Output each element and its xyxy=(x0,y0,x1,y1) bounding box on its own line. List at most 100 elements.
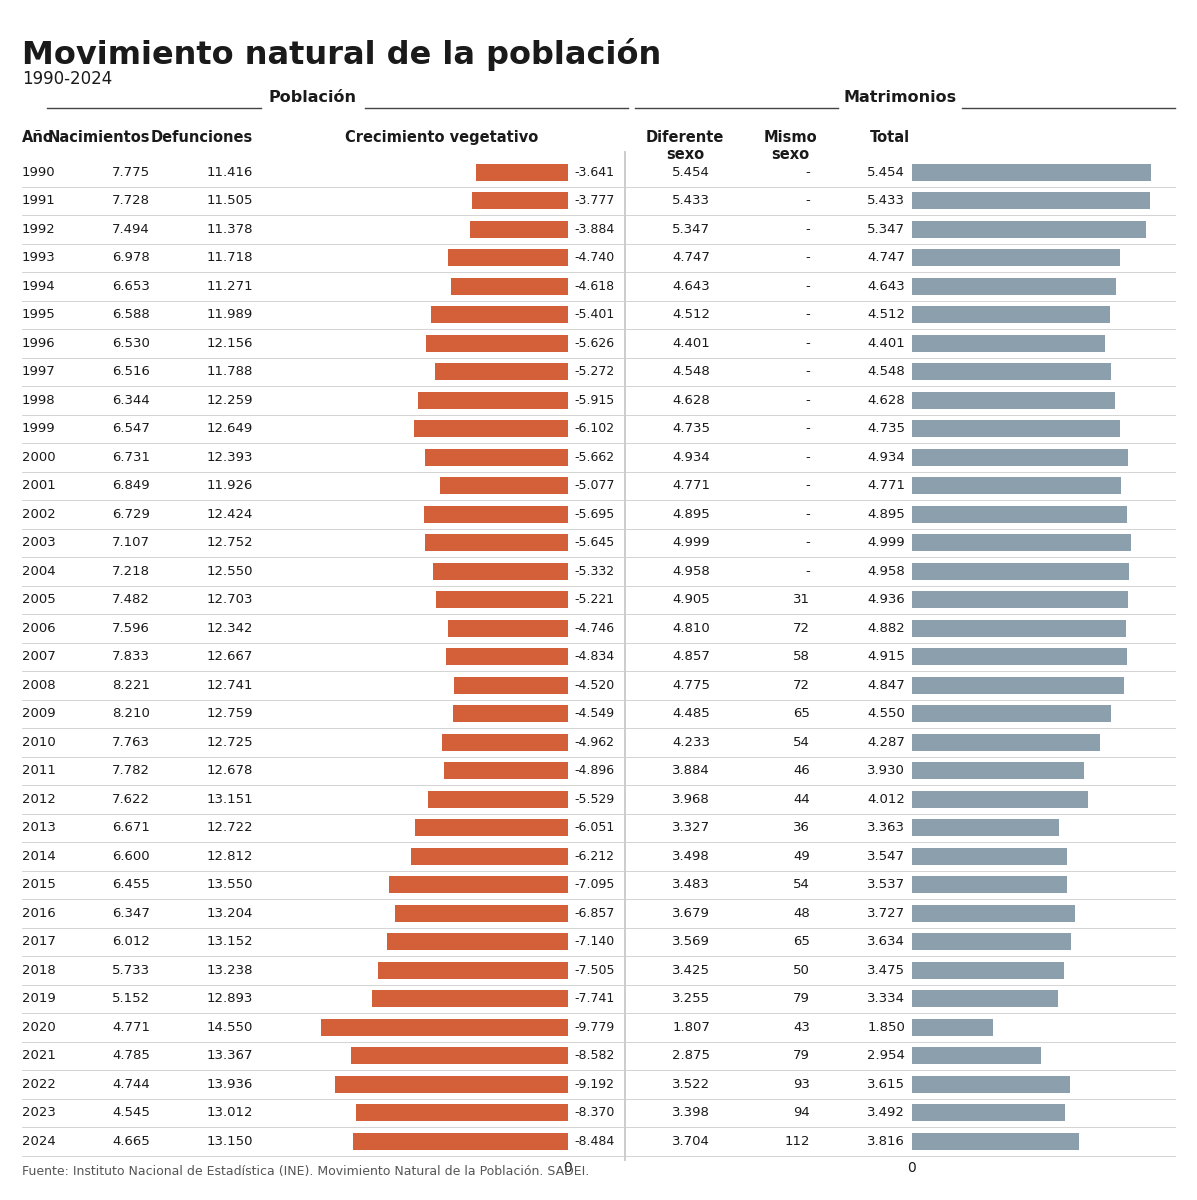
Text: 13.367: 13.367 xyxy=(207,1049,253,1062)
Text: 4.905: 4.905 xyxy=(673,593,710,606)
Text: 12.667: 12.667 xyxy=(207,650,253,664)
Text: 54: 54 xyxy=(794,878,810,892)
Text: -4.896: -4.896 xyxy=(575,764,614,778)
Text: 1993: 1993 xyxy=(22,251,56,264)
Text: -7.741: -7.741 xyxy=(575,992,614,1006)
Text: -5.332: -5.332 xyxy=(575,565,614,577)
Text: 1.850: 1.850 xyxy=(867,1021,905,1033)
Text: 13.204: 13.204 xyxy=(207,907,253,919)
Text: 4.895: 4.895 xyxy=(868,508,905,521)
Bar xyxy=(351,1048,569,1064)
Text: 5.733: 5.733 xyxy=(111,964,150,977)
Text: 12.393: 12.393 xyxy=(207,451,253,463)
Text: 11.505: 11.505 xyxy=(207,194,253,208)
Text: -4.549: -4.549 xyxy=(575,707,614,720)
Text: 43: 43 xyxy=(794,1021,810,1033)
Text: 4.810: 4.810 xyxy=(673,622,710,635)
Text: 2004: 2004 xyxy=(22,565,55,577)
Text: 65: 65 xyxy=(794,707,810,720)
Text: -4.520: -4.520 xyxy=(575,679,614,691)
Bar xyxy=(912,420,1119,437)
Bar xyxy=(454,677,569,694)
Text: -3.777: -3.777 xyxy=(575,194,614,208)
Text: 12.759: 12.759 xyxy=(207,707,253,720)
Text: 2.954: 2.954 xyxy=(867,1049,905,1062)
Text: 65: 65 xyxy=(794,935,810,948)
Bar xyxy=(372,990,569,1007)
Text: 13.550: 13.550 xyxy=(207,878,253,892)
Text: 12.678: 12.678 xyxy=(207,764,253,778)
Bar xyxy=(912,962,1064,978)
Bar xyxy=(473,192,569,209)
Text: 12.649: 12.649 xyxy=(207,422,253,436)
Text: 11.718: 11.718 xyxy=(207,251,253,264)
Text: -: - xyxy=(806,223,810,235)
Bar xyxy=(433,563,569,580)
Text: 3.816: 3.816 xyxy=(867,1135,905,1147)
Text: 2023: 2023 xyxy=(22,1106,56,1120)
Text: 4.785: 4.785 xyxy=(113,1049,150,1062)
Text: 1991: 1991 xyxy=(22,194,56,208)
Bar xyxy=(912,620,1126,636)
Text: -: - xyxy=(806,536,810,550)
Text: 12.893: 12.893 xyxy=(207,992,253,1006)
Text: 3.492: 3.492 xyxy=(867,1106,905,1120)
Text: -5.626: -5.626 xyxy=(575,337,614,349)
Text: 2015: 2015 xyxy=(22,878,56,892)
Bar xyxy=(424,506,569,522)
Text: 6.530: 6.530 xyxy=(113,337,150,349)
Text: 4.628: 4.628 xyxy=(868,394,905,407)
Text: 4.401: 4.401 xyxy=(673,337,710,349)
Text: 12.259: 12.259 xyxy=(207,394,253,407)
Text: -: - xyxy=(806,194,810,208)
Text: 13.152: 13.152 xyxy=(206,935,253,948)
Text: -9.779: -9.779 xyxy=(575,1021,614,1033)
Text: 1.807: 1.807 xyxy=(673,1021,710,1033)
Text: 4.548: 4.548 xyxy=(868,365,905,378)
Text: Población: Población xyxy=(268,90,357,104)
Text: -: - xyxy=(806,166,810,179)
Text: 4.771: 4.771 xyxy=(113,1021,150,1033)
Text: 11.416: 11.416 xyxy=(207,166,253,179)
Text: 2021: 2021 xyxy=(22,1049,56,1062)
Text: 2020: 2020 xyxy=(22,1021,56,1033)
Text: 6.671: 6.671 xyxy=(113,821,150,834)
Text: 0: 0 xyxy=(907,1162,917,1176)
Text: -5.077: -5.077 xyxy=(575,479,614,492)
Text: Total: Total xyxy=(870,130,910,145)
Bar xyxy=(321,1019,569,1036)
Text: 93: 93 xyxy=(794,1078,810,1091)
Text: 4.744: 4.744 xyxy=(113,1078,150,1091)
Text: 7.833: 7.833 xyxy=(113,650,150,664)
Text: 6.012: 6.012 xyxy=(113,935,150,948)
Text: -: - xyxy=(806,394,810,407)
Bar xyxy=(411,848,569,864)
Text: 7.218: 7.218 xyxy=(113,565,150,577)
Text: 3.537: 3.537 xyxy=(867,878,905,892)
Text: 4.287: 4.287 xyxy=(867,736,905,749)
Text: 4.934: 4.934 xyxy=(673,451,710,463)
Text: 3.968: 3.968 xyxy=(673,793,710,805)
Bar xyxy=(912,990,1058,1007)
Text: 6.978: 6.978 xyxy=(113,251,150,264)
Bar xyxy=(444,762,569,779)
Text: 3.255: 3.255 xyxy=(672,992,710,1006)
Text: 4.936: 4.936 xyxy=(868,593,905,606)
Bar xyxy=(415,820,569,836)
Text: 6.849: 6.849 xyxy=(113,479,150,492)
Text: 4.545: 4.545 xyxy=(113,1106,150,1120)
Text: Movimiento natural de la población: Movimiento natural de la población xyxy=(22,38,661,71)
Text: -7.140: -7.140 xyxy=(575,935,614,948)
Bar xyxy=(431,306,569,323)
Text: 1998: 1998 xyxy=(22,394,55,407)
Text: 3.679: 3.679 xyxy=(673,907,710,919)
Text: 12.725: 12.725 xyxy=(206,736,253,749)
Text: 3.634: 3.634 xyxy=(867,935,905,948)
Bar xyxy=(452,706,569,722)
Text: -3.884: -3.884 xyxy=(575,223,614,235)
Text: 2019: 2019 xyxy=(22,992,56,1006)
Text: 7.596: 7.596 xyxy=(113,622,150,635)
Text: 50: 50 xyxy=(794,964,810,977)
Text: 12.752: 12.752 xyxy=(206,536,253,550)
Text: -: - xyxy=(806,280,810,293)
